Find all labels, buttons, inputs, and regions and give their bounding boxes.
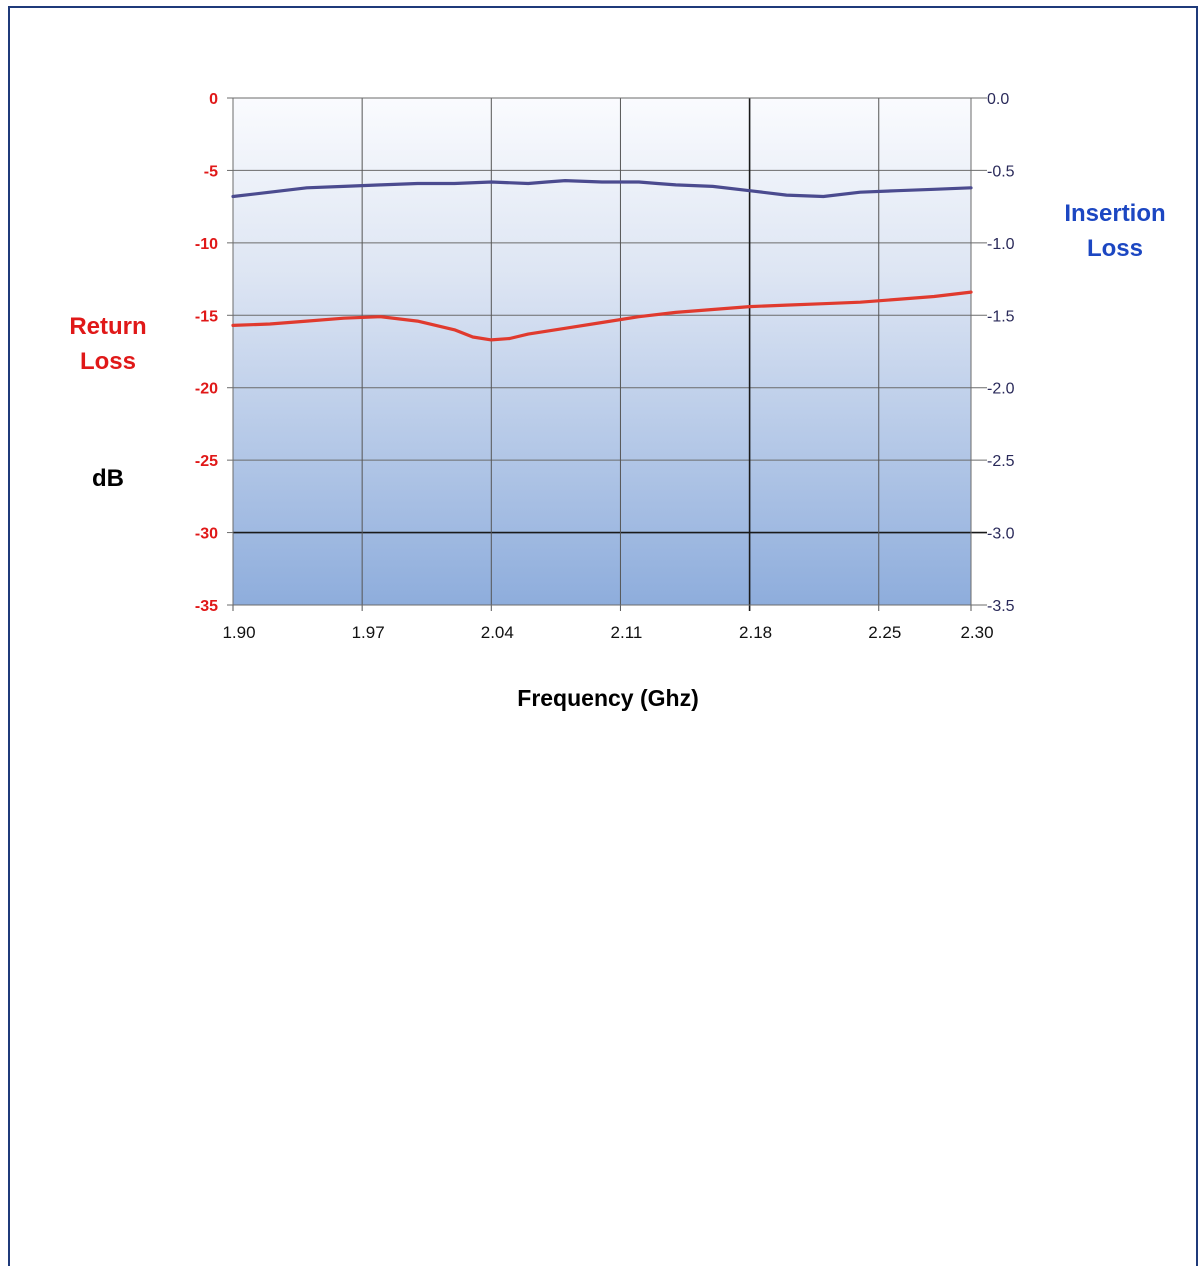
y-left-tick-label: 0 bbox=[209, 91, 218, 108]
plot-border bbox=[232, 97, 972, 606]
plot-area bbox=[233, 98, 971, 605]
x-tick-label: 2.11 bbox=[611, 623, 643, 642]
y-left-tick-label: -10 bbox=[195, 236, 218, 253]
y-right-tick-label: -2.0 bbox=[987, 381, 1015, 398]
y-left-tick-label: -15 bbox=[195, 308, 218, 325]
y-right-tick-label: -0.5 bbox=[987, 163, 1015, 180]
series-line-return-loss bbox=[231, 290, 973, 342]
x-tick-label: 2.04 bbox=[481, 623, 514, 642]
right-axis-title: Insertion Loss bbox=[1064, 200, 1166, 262]
page-frame bbox=[8, 6, 1198, 1266]
y-left-tick-label: -5 bbox=[204, 163, 218, 180]
tick-labels: 0 0.0 -5 -0.5 -10 -1.0 -15 -1.5 -20 -2.0 -25 -2.5 -3… bbox=[195, 91, 1015, 642]
x-tick-label: 2.25 bbox=[868, 623, 901, 642]
left-axis-title: Return Loss bbox=[69, 313, 147, 375]
y-right-tick-label: -1.5 bbox=[987, 308, 1015, 325]
y-right-tick-label: -2.5 bbox=[987, 453, 1015, 470]
x-tick-label: 2.30 bbox=[960, 623, 993, 642]
y-right-tick-label: -3.0 bbox=[987, 526, 1015, 543]
y-left-tick-label: -35 bbox=[195, 598, 218, 615]
x-axis-label: Frequency (Ghz) bbox=[517, 685, 699, 711]
series-lines bbox=[231, 179, 973, 342]
grid bbox=[227, 97, 987, 611]
left-axis-unit: dB bbox=[92, 465, 124, 492]
y-right-tick-label: -1.0 bbox=[987, 236, 1015, 253]
x-tick-label: 2.18 bbox=[739, 623, 772, 642]
y-left-tick-label: -20 bbox=[195, 381, 218, 398]
y-right-tick-label: 0.0 bbox=[987, 91, 1009, 108]
x-tick-label: 1.90 bbox=[222, 623, 255, 642]
x-tick-label: 1.97 bbox=[352, 623, 385, 642]
series-line-insertion-loss bbox=[231, 179, 973, 199]
y-right-tick-label: -3.5 bbox=[987, 598, 1015, 615]
y-left-tick-label: -25 bbox=[195, 453, 218, 470]
y-left-tick-label: -30 bbox=[195, 526, 218, 543]
